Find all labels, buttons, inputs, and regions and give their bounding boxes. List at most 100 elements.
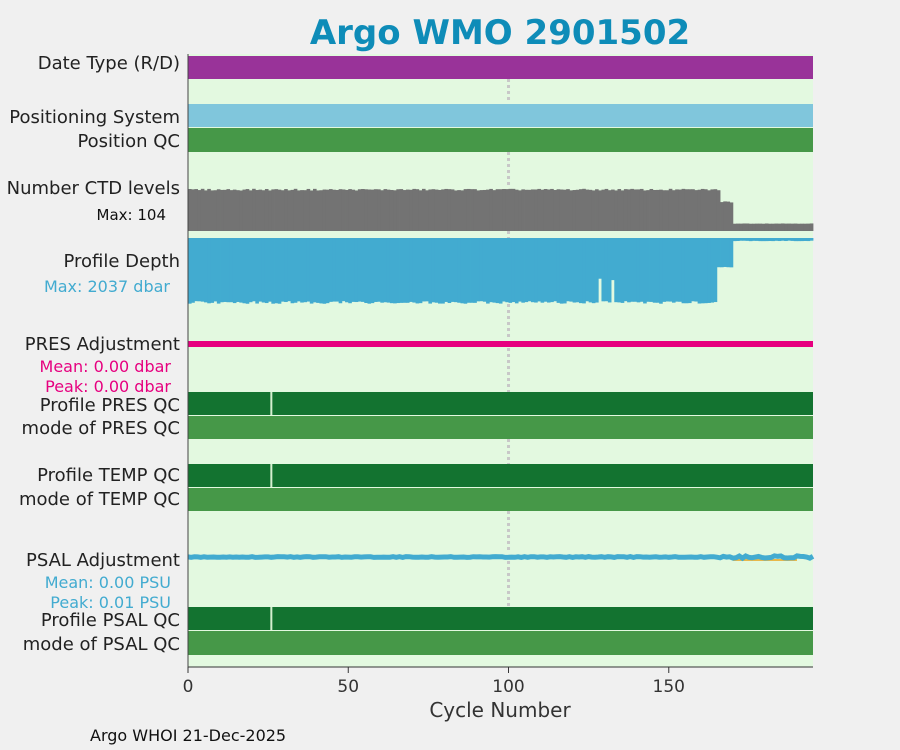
row-5-bar: [675, 238, 679, 302]
row-5-bar: [617, 238, 622, 303]
row-5-bar: [591, 238, 596, 304]
row-5-bar: [309, 238, 314, 304]
row-4-bar: [566, 189, 570, 231]
row-5-bar: [399, 238, 404, 303]
row-4-bar: [470, 189, 474, 231]
row-4-bar: [188, 188, 192, 231]
row-4-bar: [771, 223, 775, 231]
row-4-bar: [726, 201, 731, 231]
row-5-bar: [723, 238, 727, 267]
row-4-bar: [646, 190, 650, 231]
row-4-bar: [739, 223, 743, 231]
row-5-bar: [575, 238, 580, 303]
row-5-bar: [252, 238, 256, 302]
row-4-bar: [796, 223, 801, 231]
row-4-bar: [242, 189, 247, 231]
row-5-bar: [277, 238, 282, 304]
row-5-bar: [332, 238, 336, 302]
row-5-bar: [457, 238, 461, 303]
row-4-bar: [258, 189, 263, 231]
row-4-bar: [774, 223, 779, 231]
row-5-bar: [290, 238, 295, 304]
row-4-bar: [434, 189, 439, 231]
row-7-label: Profile PRES QC: [40, 395, 180, 416]
row-5-bar: [248, 238, 253, 303]
row-4-bar: [540, 189, 545, 231]
row-4-bar: [460, 190, 465, 231]
row-5-bar: [220, 238, 224, 303]
row-5-bar: [280, 238, 285, 302]
row-4-bar: [688, 189, 692, 231]
row-5-bar: [418, 238, 423, 304]
row-5-bar: [473, 238, 477, 303]
row-4-bar: [748, 223, 753, 231]
row-4-bar: [777, 223, 782, 231]
row-5-bar: [325, 238, 330, 304]
row-5-bar: [527, 238, 532, 302]
row-4-bar: [415, 189, 420, 231]
row-5-bar: [684, 238, 689, 304]
row-5-bar: [271, 238, 275, 304]
row-5-bar: [630, 238, 634, 302]
row-5-bar: [559, 238, 564, 304]
row-5-bar: [236, 238, 240, 302]
row-5-bar: [758, 238, 763, 242]
row-5-bar: [306, 238, 311, 302]
row-5-bar: [761, 238, 766, 242]
row-4-bar: [284, 189, 288, 231]
row-4-bar: [630, 188, 634, 231]
row-4-bar: [758, 223, 763, 231]
row-4-bar: [418, 190, 423, 231]
row-4-bar: [325, 189, 330, 231]
row-4-bar: [261, 190, 266, 231]
row-4-bar: [793, 223, 798, 231]
row-5-bar: [319, 238, 324, 304]
row-4-bar: [213, 190, 218, 231]
row-5-bar: [649, 238, 654, 302]
x-tick-label: 50: [337, 677, 359, 697]
row-4-bar: [425, 190, 429, 231]
row-4-bar: [210, 190, 215, 231]
row-4-bar: [476, 190, 481, 231]
row-5-bar: [229, 238, 234, 303]
row-5-bar: [367, 238, 372, 304]
row-5-bar: [530, 238, 535, 303]
row-5-bar: [370, 238, 375, 304]
row-5-bar: [771, 238, 775, 242]
row-5-bar: [694, 238, 699, 302]
row-5-bar: [691, 238, 695, 302]
row-5-bar: [463, 238, 468, 304]
row-5-bar: [258, 238, 263, 302]
row-4-bar: [194, 189, 199, 231]
row-4-bar: [620, 190, 625, 231]
row-5-bar: [380, 238, 384, 303]
row-4-bar: [447, 189, 452, 231]
row-5-bar: [623, 238, 628, 302]
row-4-bar: [438, 189, 442, 231]
row-4-bar: [684, 189, 689, 231]
row-4-bar: [370, 189, 375, 231]
row-5-bar: [688, 238, 692, 304]
row-4-bar: [514, 189, 519, 231]
row-5-bar: [569, 238, 574, 302]
row-5-bar: [431, 238, 436, 303]
row-5-bar: [454, 238, 458, 303]
row-11-line: [187, 553, 815, 562]
row-12-label: Profile PSAL QC: [41, 610, 180, 631]
row-5-bar: [245, 238, 250, 304]
row-5-bar: [806, 238, 811, 242]
row-5-bar: [450, 238, 455, 302]
row-5-bar: [232, 238, 237, 304]
row-5-bar: [582, 238, 586, 304]
row-4-bar: [393, 190, 397, 231]
row-5-bar: [402, 238, 407, 303]
row-5-bar: [284, 238, 288, 303]
row-4-bar: [351, 189, 356, 231]
row-5-bar: [736, 238, 740, 241]
row-4-bar: [655, 189, 660, 231]
row-4-bars: [188, 188, 814, 231]
row-4-bar: [508, 188, 513, 231]
row-5-bar: [655, 238, 660, 303]
row-4-bar: [380, 190, 384, 231]
row-4-bar: [386, 189, 391, 231]
